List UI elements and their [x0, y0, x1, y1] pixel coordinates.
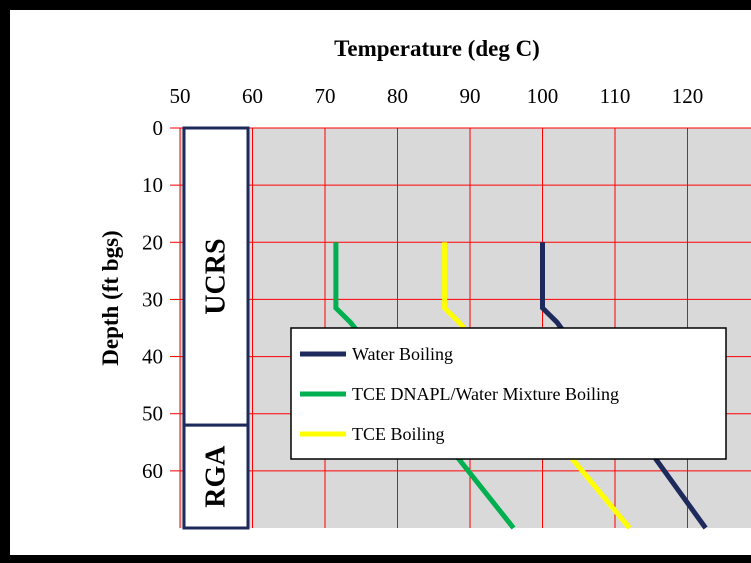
legend-label: TCE DNAPL/Water Mixture Boiling: [352, 384, 619, 404]
legend: Water Boiling TCE DNAPL/Water Mixture Boi…: [290, 327, 727, 460]
stratum-label-rga: RGA: [201, 445, 232, 508]
x-tick-label: 90: [460, 84, 481, 108]
y-tick-label: 20: [142, 230, 163, 254]
x-tick-label: 80: [387, 84, 408, 108]
y-tick-label: 30: [142, 287, 163, 311]
x-tick-label: 120: [672, 84, 704, 108]
stratum-label-ucrs: UCRS: [201, 238, 232, 314]
y-tick-label: 40: [142, 345, 163, 369]
y-axis-title: Depth (ft bgs): [98, 230, 123, 365]
strata-column: UCRS RGA: [182, 126, 250, 530]
legend-box: [290, 327, 727, 460]
x-tick-label: 70: [315, 84, 336, 108]
legend-label: Water Boiling: [352, 344, 453, 364]
y-tick-label: 10: [142, 173, 163, 197]
stratum-box-ucrs: [182, 126, 250, 427]
x-axis-ticks: 50 60 70 80 90 100 110 120: [170, 84, 704, 108]
y-tick-label: 60: [142, 459, 163, 483]
y-axis-ticks: 0 10 20 30 40 50 60: [142, 116, 180, 483]
x-tick-label: 110: [600, 84, 631, 108]
stratum-box-rga: [182, 423, 250, 530]
y-tick-label: 50: [142, 402, 163, 426]
legend-label: TCE Boiling: [352, 424, 445, 444]
x-axis-title: Temperature (deg C): [334, 36, 540, 61]
y-tick-label: 0: [153, 116, 164, 140]
x-tick-label: 50: [170, 84, 191, 108]
x-tick-label: 60: [242, 84, 263, 108]
x-tick-label: 100: [527, 84, 559, 108]
